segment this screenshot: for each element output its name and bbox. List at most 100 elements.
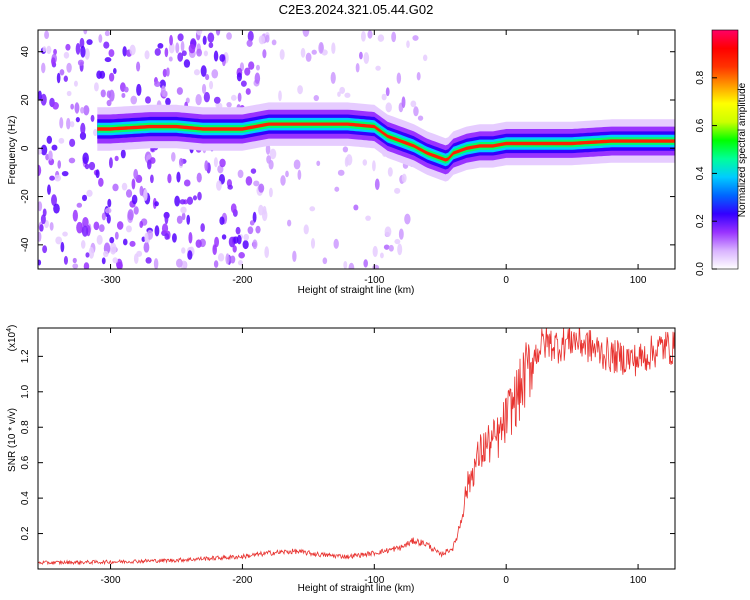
heatmap-cell	[75, 42, 81, 55]
heatmap-cell	[398, 228, 404, 240]
heatmap-cell	[188, 43, 196, 54]
heatmap-cell	[292, 250, 297, 263]
heatmap-cell	[252, 239, 258, 250]
heatmap-cell	[109, 242, 117, 255]
heatmap-cell	[42, 46, 47, 53]
heatmap-cell	[46, 45, 52, 55]
heatmap-cell	[157, 43, 164, 49]
heatmap-cell	[153, 258, 159, 269]
heatmap-cell	[227, 184, 233, 190]
heatmap-cell	[38, 201, 43, 212]
heatmap-cell	[240, 80, 247, 87]
snr-x-tick-label: -200	[232, 575, 252, 586]
heatmap-cell	[243, 233, 250, 241]
heatmap-cell	[113, 68, 117, 74]
heatmap-cell	[101, 212, 106, 221]
heatmap-cell	[200, 223, 205, 233]
heatmap-cell	[254, 72, 261, 85]
heatmap-cell	[215, 30, 221, 36]
heatmap-cell	[165, 97, 171, 106]
heatmap-cell	[121, 92, 126, 98]
snr-x-tick-label: 100	[630, 575, 647, 586]
heatmap-cell	[230, 255, 236, 264]
heatmap-cell	[38, 164, 42, 177]
heatmap-cell	[258, 35, 266, 45]
heatmap-cell	[108, 89, 115, 102]
heatmap-cell	[279, 49, 285, 60]
heatmap-cell	[57, 160, 62, 169]
heatmap-cell	[61, 171, 69, 177]
heatmap-cell	[80, 45, 86, 58]
heatmap-cell	[63, 255, 68, 265]
heatmap-cell	[80, 240, 86, 249]
heatmap-cell	[168, 42, 175, 54]
heatmap-cell	[68, 157, 76, 164]
heatmap-cell	[367, 30, 373, 39]
heatmap-cell	[176, 171, 181, 183]
heatmap-cell	[145, 96, 151, 104]
heatmap-cell	[297, 85, 303, 95]
heatmap-cell	[154, 201, 159, 207]
heatmap-cell	[416, 72, 421, 81]
heatmap-cell	[396, 72, 402, 84]
heatmap-cell	[85, 252, 90, 258]
heatmap-cell	[131, 194, 138, 205]
heatmap-cell	[109, 236, 115, 244]
heatmap-cell	[245, 176, 253, 186]
heatmap-cell	[38, 90, 42, 101]
ridge-band	[97, 120, 675, 164]
spectrogram-x-tick-label: 100	[630, 275, 647, 286]
heatmap-cell	[305, 52, 312, 62]
heatmap-cell	[363, 52, 370, 64]
heatmap-cell	[42, 208, 47, 217]
heatmap-cell	[406, 40, 410, 48]
heatmap-cell	[242, 240, 249, 250]
heatmap-cell	[38, 259, 42, 266]
heatmap-cell	[258, 204, 264, 216]
heatmap-cell	[200, 65, 207, 77]
heatmap-cell	[353, 204, 359, 211]
heatmap-cell	[181, 50, 187, 57]
heatmap-cell	[255, 64, 260, 71]
heatmap-cell	[255, 225, 261, 234]
heatmap-cell	[72, 209, 78, 222]
heatmap-cell	[214, 236, 220, 248]
spectrogram-y-tick-label: 40	[20, 46, 31, 58]
heatmap-cell	[192, 195, 198, 201]
heatmap-cell	[331, 42, 336, 55]
heatmap-cell	[53, 203, 60, 214]
colorbar-tick-label: 0.8	[695, 70, 706, 84]
heatmap-cell	[361, 31, 366, 42]
spectrogram-x-tick-label: -300	[101, 275, 121, 286]
heatmap-cell	[180, 206, 187, 214]
heatmap-cell	[77, 59, 85, 66]
heatmap-cell	[186, 196, 194, 205]
snr-x-label: Height of straight line (km)	[298, 583, 415, 594]
heatmap-cell	[144, 50, 150, 60]
heatmap-cell	[180, 40, 185, 52]
heatmap-cell	[237, 260, 243, 266]
heatmap-cell	[82, 152, 89, 165]
heatmap-cell	[404, 213, 411, 225]
snr-x-tick-label: -100	[364, 575, 384, 586]
heatmap-cell	[262, 49, 267, 59]
heatmap-cell	[401, 173, 407, 183]
heatmap-cell	[209, 80, 214, 90]
heatmap-cell	[171, 151, 176, 162]
heatmap-cell	[204, 160, 209, 172]
heatmap-cell	[95, 169, 100, 179]
heatmap-cell	[213, 157, 218, 168]
colorbar-ticks: 0.0 0.2 0.4 0.6 0.8	[695, 70, 717, 276]
ridge-band	[97, 122, 675, 162]
heatmap-cell	[196, 172, 202, 183]
heatmap-cell	[372, 160, 376, 172]
snr-y-tick-label: 1.2	[20, 349, 31, 363]
colorbar: 0.0 0.2 0.4 0.6 0.8 Normalized spectral ampl…	[695, 29, 748, 276]
heatmap-cell	[264, 246, 270, 259]
colorbar-tick-label: 0.0	[695, 262, 706, 276]
heatmap-cell	[266, 155, 272, 164]
heatmap-cell	[49, 175, 55, 181]
heatmap-cell	[58, 137, 65, 144]
spectrogram-y-tick-label: 0	[20, 145, 31, 151]
heatmap-cell	[46, 135, 53, 144]
